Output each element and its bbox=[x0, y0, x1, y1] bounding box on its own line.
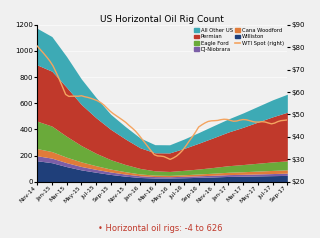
Legend: All Other US, Permian, Eagle Ford, DJ-Niobrara, Cana Woodford, Williston, WTI Sp: All Other US, Permian, Eagle Ford, DJ-Ni… bbox=[194, 27, 285, 52]
Title: US Horizontal Oil Rig Count: US Horizontal Oil Rig Count bbox=[100, 15, 224, 24]
Text: • Horizontal oil rigs: -4 to 626: • Horizontal oil rigs: -4 to 626 bbox=[98, 224, 222, 233]
